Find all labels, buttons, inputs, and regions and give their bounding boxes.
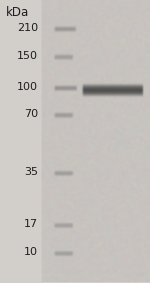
Text: 35: 35 [24, 167, 38, 177]
Text: kDa: kDa [6, 5, 29, 18]
Text: 10: 10 [24, 247, 38, 257]
Text: 100: 100 [17, 82, 38, 92]
Text: 210: 210 [17, 23, 38, 33]
Text: 150: 150 [17, 51, 38, 61]
Text: 70: 70 [24, 109, 38, 119]
Text: 17: 17 [24, 219, 38, 229]
